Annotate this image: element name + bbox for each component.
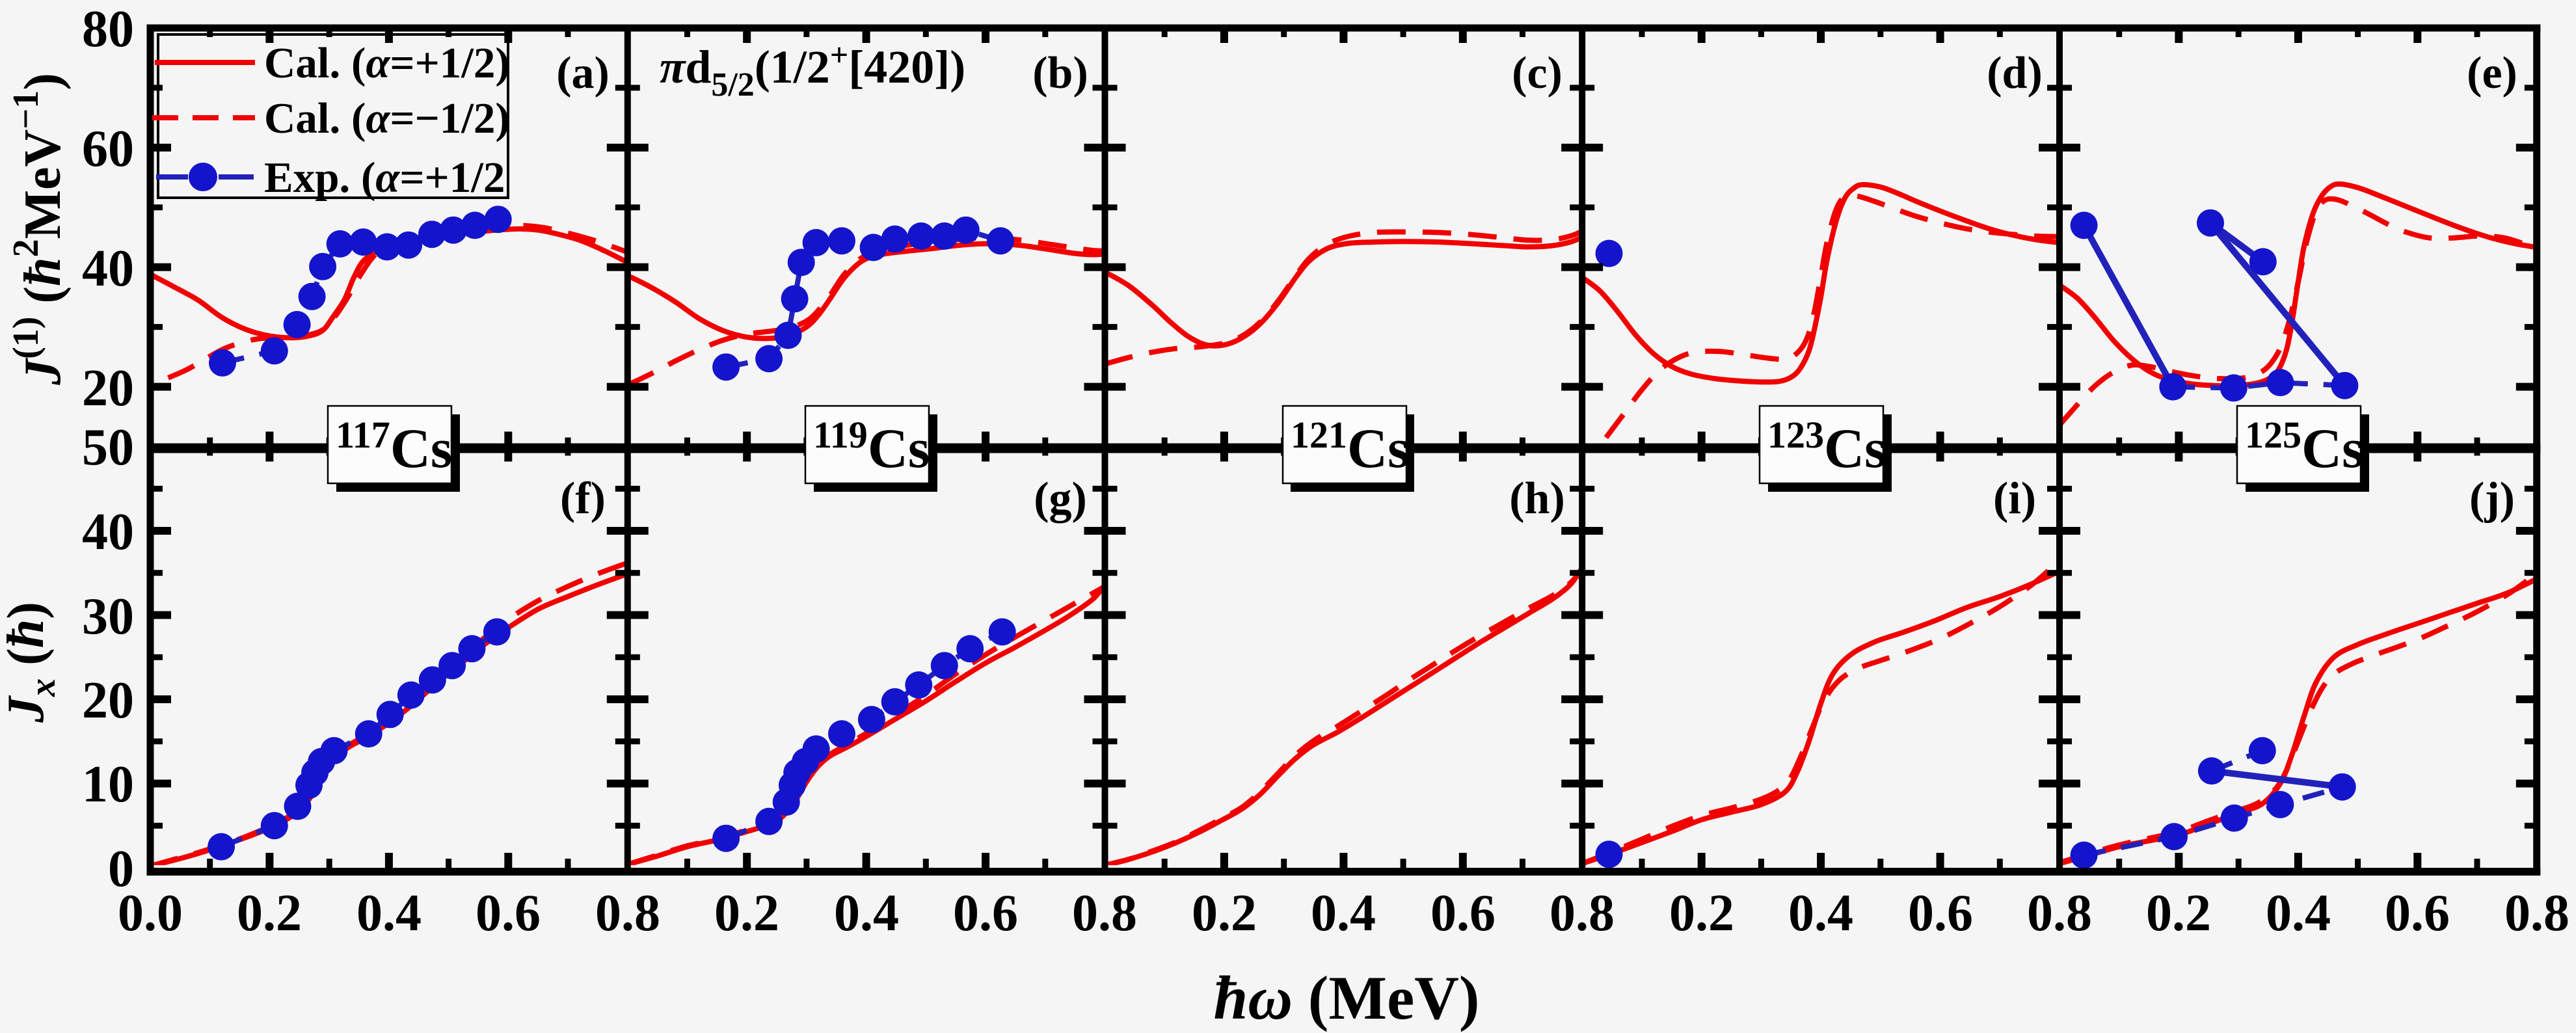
svg-text:0.6: 0.6 (476, 885, 541, 942)
svg-text:0.2: 0.2 (237, 885, 302, 942)
svg-text:0.2: 0.2 (1192, 885, 1257, 942)
svg-text:50: 50 (82, 419, 134, 476)
svg-text:0.2: 0.2 (714, 885, 779, 942)
svg-text:Cal. (α=+1/2): Cal. (α=+1/2) (264, 39, 510, 87)
svg-text:0: 0 (108, 840, 134, 898)
svg-text:30: 30 (82, 588, 134, 645)
svg-text:(c): (c) (1512, 48, 1563, 98)
svg-text:60: 60 (82, 120, 134, 178)
svg-text:0.6: 0.6 (2385, 885, 2450, 942)
svg-text:(h): (h) (1509, 474, 1565, 524)
svg-text:J(1) (ħ2MeV−1): J(1) (ħ2MeV−1) (6, 73, 72, 386)
svg-text:0.6: 0.6 (1908, 885, 1973, 942)
svg-text:πd5/2(1/2+[420]): πd5/2(1/2+[420]) (660, 36, 965, 103)
svg-text:0.6: 0.6 (953, 885, 1018, 942)
svg-text:(b): (b) (1032, 48, 1088, 98)
svg-text:40: 40 (82, 503, 134, 561)
svg-text:0.4: 0.4 (2266, 885, 2331, 942)
svg-text:(g): (g) (1034, 474, 1087, 524)
svg-text:Cal. (α=−1/2): Cal. (α=−1/2) (264, 94, 510, 142)
svg-text:0.4: 0.4 (834, 885, 899, 942)
svg-text:125Cs: 125Cs (2245, 414, 2364, 479)
svg-text:0.8: 0.8 (595, 885, 660, 942)
svg-text:0.0: 0.0 (118, 885, 183, 942)
svg-text:0.4: 0.4 (1788, 885, 1853, 942)
svg-text:0.8: 0.8 (1550, 885, 1615, 942)
svg-text:(d): (d) (1987, 48, 2043, 98)
svg-text:0.2: 0.2 (1669, 885, 1734, 942)
svg-text:(f): (f) (560, 474, 606, 524)
svg-text:80: 80 (82, 1, 134, 58)
svg-text:0.4: 0.4 (1311, 885, 1376, 942)
svg-text:0.8: 0.8 (2027, 885, 2092, 942)
svg-text:40: 40 (82, 240, 134, 297)
svg-text:20: 20 (82, 360, 134, 417)
svg-text:0.4: 0.4 (356, 885, 422, 942)
svg-text:(j): (j) (2469, 474, 2515, 524)
svg-text:(i): (i) (1993, 474, 2036, 524)
svg-text:(e): (e) (2467, 48, 2517, 98)
svg-text:20: 20 (82, 672, 134, 729)
svg-text:ħω (MeV): ħω (MeV) (1213, 963, 1479, 1032)
svg-text:0.2: 0.2 (2146, 885, 2211, 942)
svg-text:0.8: 0.8 (2504, 885, 2569, 942)
svg-text:(a): (a) (556, 48, 610, 98)
svg-text:Jx (ħ): Jx (ħ) (0, 602, 63, 723)
svg-text:0.6: 0.6 (1430, 885, 1496, 942)
svg-text:0.8: 0.8 (1072, 885, 1137, 942)
svg-text:Exp. (α=+1/2: Exp. (α=+1/2 (264, 154, 505, 202)
svg-text:10: 10 (82, 756, 134, 813)
